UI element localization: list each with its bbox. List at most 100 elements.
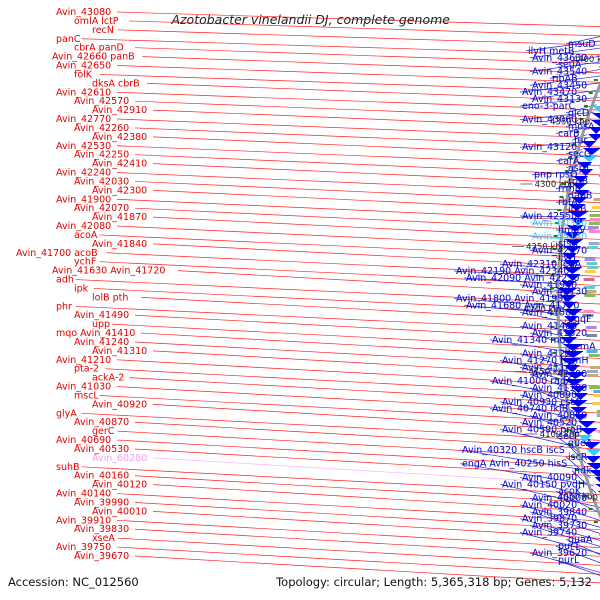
gene-label-left: Avin_39990: [74, 497, 129, 508]
reverse-gene-mark: [580, 155, 599, 162]
gene-label-right: pqqF: [568, 314, 592, 325]
kbp-label: 4300 kbp: [535, 180, 575, 190]
kbp-label: 4400 kbp: [573, 55, 600, 65]
leader-line: [519, 96, 600, 107]
leader-line: [499, 401, 575, 419]
reverse-gene-mark: [562, 260, 581, 267]
gene-label-left: Avin_40690: [56, 435, 111, 446]
gene-label-right: Avin_41800 Avin_41950: [456, 294, 569, 305]
gene-label-left: Avin_39830: [74, 524, 129, 535]
cog-tile: [589, 214, 600, 217]
reverse-gene-mark: [571, 197, 588, 204]
kbp-label: 4150 kbp: [529, 368, 569, 378]
reverse-gene-mark: [594, 477, 600, 483]
reverse-gene-mark: [588, 470, 600, 477]
gene-label-left: lolB pth: [92, 292, 128, 303]
leader-line: [152, 243, 600, 268]
gene-label-right: iscR: [568, 452, 588, 463]
cog-tile: [588, 354, 600, 357]
leader-line: [129, 377, 600, 405]
gene-label-left: Avin_39910: [56, 515, 111, 526]
leader-line: [116, 225, 600, 250]
leader-line: [529, 415, 578, 434]
reverse-gene-mark: [574, 190, 590, 197]
gene-label-right: glcD: [568, 108, 589, 119]
leader-line: [571, 134, 587, 141]
gene-label-right: Avin_40850: [532, 411, 587, 422]
leader-line: [134, 314, 600, 341]
scale-tick: [568, 157, 572, 159]
leader-line: [525, 40, 600, 52]
reverse-gene-mark: [562, 323, 581, 330]
gene-label-left: Avin_41310: [92, 346, 147, 357]
gene-label-left: upp: [92, 319, 110, 330]
leader-line: [453, 270, 563, 277]
leader-line: [529, 373, 570, 389]
cog-tile: [584, 286, 596, 289]
gene-label-left: Avin_42660 panB: [52, 52, 135, 63]
scale-tick: [550, 300, 554, 302]
reverse-gene-mark: [562, 344, 583, 351]
cog-tile: [588, 222, 600, 225]
gene-label-left: ipk: [74, 283, 89, 294]
gene-label-right: Avin_40520: [522, 417, 577, 428]
scale-tick: [564, 170, 569, 172]
gene-label-left: Avin_39750: [56, 542, 111, 553]
reverse-gene-mark: [561, 281, 577, 288]
gene-label-left: Avin_42030: [74, 176, 129, 187]
gene-label-right: Avin_39870: [522, 514, 577, 525]
reverse-gene-mark: [585, 449, 600, 456]
scale-tick: [550, 326, 555, 328]
cog-tile: [584, 270, 596, 273]
reverse-gene-mark: [569, 218, 587, 225]
reverse-gene-mark: [559, 358, 582, 365]
leader-line: [519, 284, 563, 292]
leader-line: [116, 11, 600, 28]
leader-line: [134, 100, 600, 120]
cog-tile: [582, 314, 594, 317]
leader-line: [116, 546, 600, 575]
genome-title: Azotobacter vinelandii DJ, complete geno…: [170, 12, 450, 27]
gene-label-left: Avin_40530: [74, 444, 129, 455]
gene-label-left: Avin_42610: [56, 87, 111, 98]
scale-tick: [588, 92, 593, 94]
leader-line: [116, 198, 600, 222]
cog-tile: [587, 266, 598, 269]
gene-label-right: Avin_42190 Avin_42340: [456, 266, 569, 277]
gene-label-left: panC: [56, 34, 81, 45]
leader-line: [489, 380, 571, 397]
gene-label-left: Avin_42910: [92, 105, 147, 116]
reverse-gene-mark: [563, 379, 585, 386]
leader-line: [529, 75, 600, 86]
scale-tick: [553, 235, 558, 237]
leader-line: [529, 497, 600, 521]
leader-line: [555, 201, 571, 203]
leader-line: [116, 386, 600, 414]
leader-line: [134, 127, 600, 148]
gene-label-right: Avin_55140: [532, 232, 587, 243]
cog-tile: [588, 230, 600, 233]
scale-tick: [593, 521, 598, 523]
cog-tile: [587, 370, 598, 373]
reverse-gene-mark: [562, 302, 577, 309]
gene-label-right: carA: [558, 156, 580, 167]
reverse-gene-mark: [567, 211, 589, 218]
gene-label-left: Avin_40120: [92, 480, 147, 491]
gene-label-right: sfsA: [558, 239, 578, 250]
gene-label-right: Avin_40890: [522, 390, 577, 401]
leader-line: [152, 216, 600, 240]
gene-label-right: mosA: [568, 122, 595, 133]
scale-tick: [555, 378, 560, 380]
gene-label-right: Avin_39730: [532, 521, 587, 532]
leader-line: [147, 82, 600, 102]
leader-line: [116, 172, 600, 194]
gene-label-left: Avin_39670: [74, 551, 129, 562]
leader-line: [93, 288, 600, 314]
scale-tick: [553, 365, 558, 367]
gene-label-right: Avin_43120: [522, 142, 577, 153]
leader-line: [555, 55, 600, 65]
reverse-gene-mark: [578, 421, 596, 428]
leader-line: [519, 394, 574, 412]
